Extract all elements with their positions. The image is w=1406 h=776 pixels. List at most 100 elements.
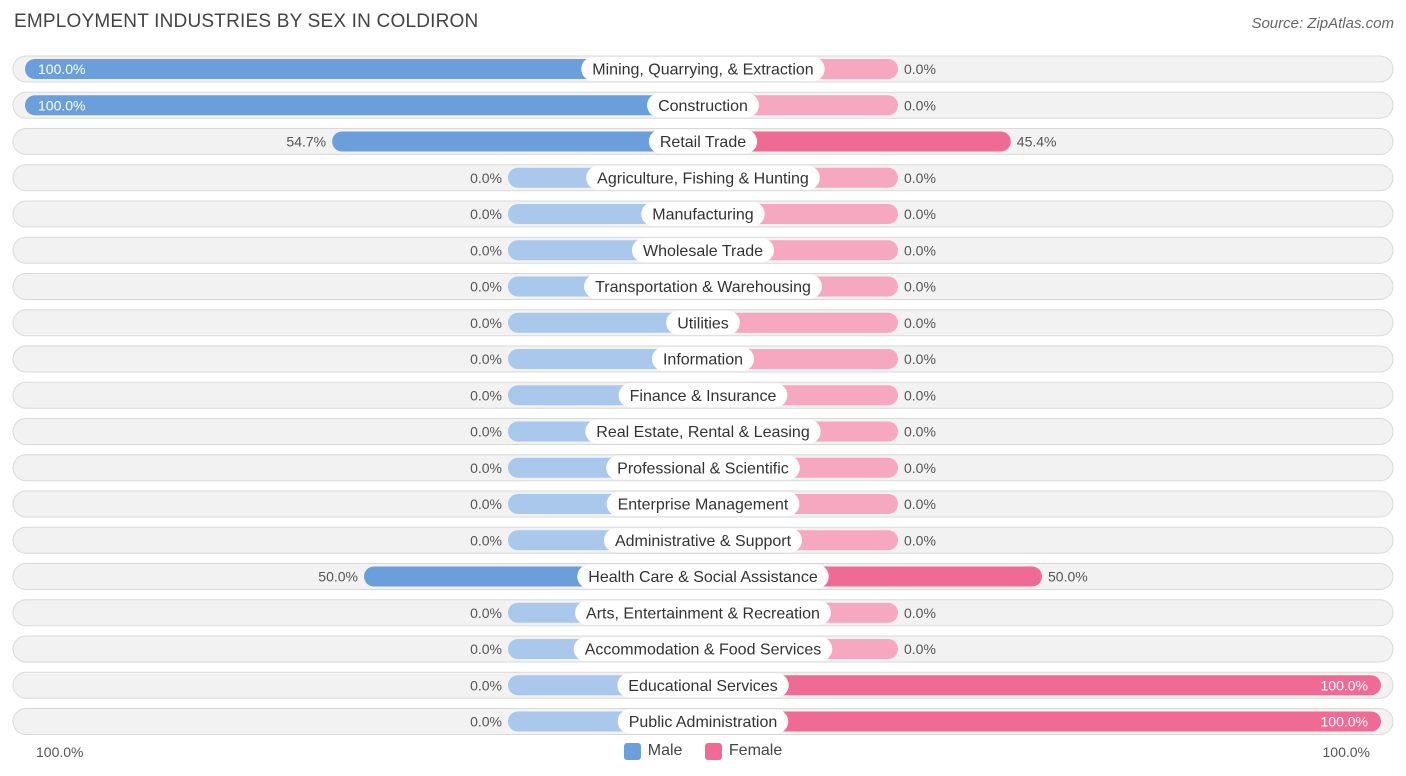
value-label-female: 0.0% [904, 605, 936, 621]
value-label-female: 0.0% [904, 97, 936, 113]
legend-label-male: Male [647, 742, 683, 759]
legend-item-male: Male [623, 742, 683, 760]
category-label-pill [651, 347, 755, 371]
value-label-male: 0.0% [470, 677, 502, 693]
value-label-female: 0.0% [904, 206, 936, 222]
value-label-female: 0.0% [904, 61, 936, 77]
category-label: Real Estate, Rental & Leasing [596, 424, 809, 441]
category-label-pill [573, 637, 833, 661]
value-label-male: 50.0% [318, 569, 358, 585]
category-label: Administrative & Support [615, 533, 792, 550]
bar-male [25, 59, 703, 79]
chart-row: Construction 100.0% 0.0% [12, 91, 1394, 119]
category-label-pill [603, 528, 803, 553]
value-label-male: 0.0% [470, 351, 502, 367]
category-label: Health Care & Social Assistance [588, 569, 818, 586]
value-label-female: 50.0% [1048, 569, 1088, 585]
value-label-male: 0.0% [470, 206, 502, 222]
legend-swatch-male [623, 742, 641, 760]
value-label-male: 0.0% [470, 641, 502, 657]
chart-row: Wholesale Trade 0.0% 0.0% [12, 236, 1394, 264]
category-label-pill [641, 202, 765, 226]
chart-row: Retail Trade 54.7% 45.4% [12, 128, 1394, 155]
legend-swatch-female [704, 742, 722, 760]
chart-row: Real Estate, Rental & Leasing 0.0% 0.0% [12, 418, 1394, 445]
value-label-female: 0.0% [904, 387, 936, 403]
chart-row: Utilities 0.0% 0.0% [12, 309, 1394, 337]
category-label-pill [606, 492, 800, 516]
chart-row: Mining, Quarrying, & Extraction 100.0% 0.0… [12, 55, 1394, 83]
legend: Male Female [0, 742, 1406, 765]
value-label-female: 45.4% [1017, 134, 1057, 150]
category-label: Finance & Insurance [630, 388, 777, 405]
value-label-female: 0.0% [904, 279, 936, 295]
axis-right-label: 100.0% [1322, 744, 1370, 760]
category-label-pill [647, 93, 759, 118]
value-label-male: 0.0% [470, 424, 502, 440]
chart-row: Manufacturing 0.0% 0.0% [12, 200, 1394, 228]
category-label: Wholesale Trade [643, 243, 763, 260]
category-label: Agriculture, Fishing & Hunting [597, 170, 809, 187]
chart-plot: Mining, Quarrying, & Extraction 100.0% 0.0… [12, 55, 1394, 735]
category-label-pill [585, 419, 821, 444]
value-label-male: 0.0% [470, 532, 502, 548]
category-label-pill [631, 238, 775, 263]
legend-item-female: Female [704, 742, 782, 760]
value-label-male: 100.0% [38, 61, 85, 77]
category-label-pill [581, 57, 825, 81]
value-label-male: 0.0% [470, 460, 502, 476]
category-label: Enterprise Management [618, 497, 789, 514]
value-label-female: 0.0% [904, 532, 936, 548]
category-label: Educational Services [628, 678, 777, 695]
category-label-pill [617, 673, 789, 698]
value-label-female: 0.0% [904, 315, 936, 331]
chart-row: Educational Services 0.0% 100.0% [12, 671, 1394, 699]
bar-female [703, 312, 898, 333]
value-label-female: 0.0% [904, 170, 936, 186]
category-label: Utilities [677, 315, 729, 332]
category-label: Arts, Entertainment & Recreation [586, 605, 820, 622]
bar-male [508, 312, 703, 333]
category-label-pill [666, 310, 740, 335]
value-label-female: 0.0% [904, 460, 936, 476]
category-label: Manufacturing [652, 207, 753, 224]
category-label-pill [606, 455, 800, 480]
chart-row: Accommodation & Food Services 0.0% 0.0% [12, 635, 1394, 663]
category-label: Mining, Quarrying, & Extraction [592, 62, 813, 79]
chart-row: Enterprise Management 0.0% 0.0% [12, 490, 1394, 518]
category-label: Retail Trade [660, 134, 746, 151]
value-label-male: 0.0% [470, 496, 502, 512]
chart-row: Professional & Scientific 0.0% 0.0% [12, 454, 1394, 482]
value-label-male: 0.0% [470, 387, 502, 403]
bar-female [703, 675, 1381, 696]
value-label-female: 0.0% [904, 641, 936, 657]
chart-row: Arts, Entertainment & Recreation 0.0% 0.0% [12, 599, 1394, 627]
category-label: Professional & Scientific [617, 460, 789, 477]
value-label-female: 100.0% [1321, 714, 1368, 730]
chart-row: Public Administration 0.0% 100.0% [12, 708, 1394, 735]
category-label-pill [648, 129, 758, 154]
bar-male [332, 131, 703, 152]
value-label-female: 0.0% [904, 496, 936, 512]
bar-male [25, 95, 703, 116]
category-label-pill [618, 383, 788, 408]
category-label: Information [663, 352, 743, 369]
value-label-male: 0.0% [470, 315, 502, 331]
value-label-male: 0.0% [470, 714, 502, 730]
category-label-pill [577, 564, 829, 589]
category-label-pill [586, 165, 820, 190]
value-label-male: 0.0% [470, 242, 502, 258]
category-label-pill [575, 600, 831, 625]
axis-left-label: 100.0% [36, 744, 84, 760]
chart-row: Finance & Insurance 0.0% 0.0% [12, 381, 1394, 409]
bar-female [703, 711, 1381, 732]
value-label-male: 0.0% [470, 170, 502, 186]
bar-female [703, 131, 1011, 152]
category-label: Public Administration [629, 714, 778, 731]
value-label-male: 0.0% [470, 279, 502, 295]
category-label: Construction [658, 98, 748, 115]
value-label-female: 0.0% [904, 351, 936, 367]
chart-row: Transportation & Warehousing 0.0% 0.0% [12, 273, 1394, 300]
chart-row: Administrative & Support 0.0% 0.0% [12, 526, 1394, 554]
chart-row: Health Care & Social Assistance 50.0% 50.0… [12, 563, 1394, 590]
